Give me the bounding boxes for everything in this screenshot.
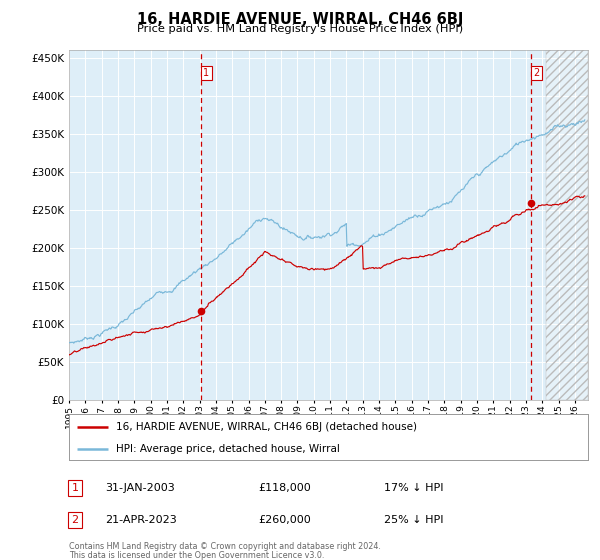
Text: 16, HARDIE AVENUE, WIRRAL, CH46 6BJ (detached house): 16, HARDIE AVENUE, WIRRAL, CH46 6BJ (det… xyxy=(116,422,417,432)
Text: 16, HARDIE AVENUE, WIRRAL, CH46 6BJ: 16, HARDIE AVENUE, WIRRAL, CH46 6BJ xyxy=(137,12,463,27)
Text: 31-JAN-2003: 31-JAN-2003 xyxy=(105,483,175,493)
Text: 2: 2 xyxy=(533,68,540,78)
Text: This data is licensed under the Open Government Licence v3.0.: This data is licensed under the Open Gov… xyxy=(69,551,325,560)
Bar xyxy=(547,50,588,400)
Text: 17% ↓ HPI: 17% ↓ HPI xyxy=(384,483,443,493)
Text: Contains HM Land Registry data © Crown copyright and database right 2024.: Contains HM Land Registry data © Crown c… xyxy=(69,542,381,551)
Text: £260,000: £260,000 xyxy=(258,515,311,525)
Bar xyxy=(547,50,588,400)
Text: HPI: Average price, detached house, Wirral: HPI: Average price, detached house, Wirr… xyxy=(116,444,340,454)
Text: Price paid vs. HM Land Registry's House Price Index (HPI): Price paid vs. HM Land Registry's House … xyxy=(137,24,463,34)
Text: 1: 1 xyxy=(71,483,79,493)
Text: 21-APR-2023: 21-APR-2023 xyxy=(105,515,177,525)
Text: 25% ↓ HPI: 25% ↓ HPI xyxy=(384,515,443,525)
Text: 1: 1 xyxy=(203,68,209,78)
Text: 2: 2 xyxy=(71,515,79,525)
Text: £118,000: £118,000 xyxy=(258,483,311,493)
